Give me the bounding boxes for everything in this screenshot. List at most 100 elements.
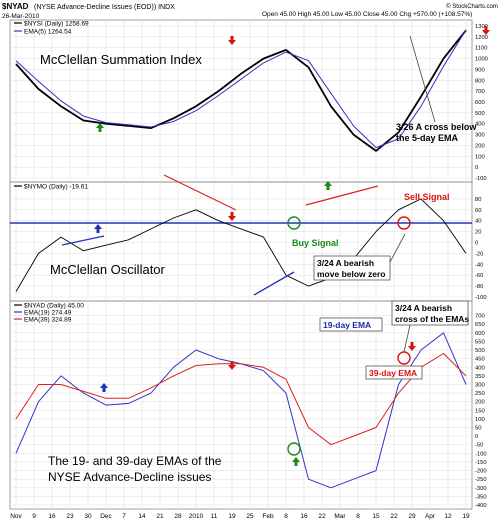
legend-ema5: EMA(5) 1264.54 bbox=[24, 29, 72, 36]
legend-ad: $NYAD (Daily) 45.00 EMA(19) 274.49 EMA(3… bbox=[14, 303, 84, 324]
x-tick-label: Mar bbox=[334, 513, 346, 520]
legend-nymo: $NYMO (Daily) -19.61 bbox=[24, 184, 88, 191]
annot-ad-arrow bbox=[403, 324, 411, 353]
annot-osc-box bbox=[313, 255, 391, 281]
x-tick-label: 21 bbox=[156, 513, 164, 520]
y-tick-label: -100 bbox=[475, 295, 487, 301]
header-symbol: $NYAD bbox=[2, 2, 29, 11]
y-tick-label: 50 bbox=[475, 426, 481, 432]
title-oscillator: McClellan Oscillator bbox=[50, 262, 166, 277]
up-arrow-icon bbox=[324, 181, 332, 190]
y-tick-label: 1000 bbox=[475, 57, 488, 63]
x-tick-label: 15 bbox=[372, 513, 380, 520]
y-tick-label: 1100 bbox=[475, 46, 487, 52]
sell-signal-circle-osc bbox=[397, 216, 411, 230]
y-tick-label: 100 bbox=[475, 154, 485, 160]
annot-summation-line1: 3/26 A cross below bbox=[396, 122, 477, 132]
legend-nysi: $NYSI (Daily) 1258.69 bbox=[24, 21, 89, 28]
legend-ema19: EMA(19) 274.49 bbox=[24, 310, 72, 317]
legend-nyad: $NYAD (Daily) 45.00 bbox=[24, 303, 84, 310]
up-arrow-icon bbox=[292, 457, 300, 466]
annot-osc-line2: move below zero bbox=[317, 269, 386, 279]
y-tick-label: 200 bbox=[475, 143, 485, 149]
y-tick-label: 250 bbox=[475, 391, 485, 397]
y-tick-label: 100 bbox=[475, 417, 485, 423]
down-arrow-icon bbox=[228, 36, 236, 45]
x-tick-label: 8 bbox=[284, 513, 288, 520]
buy-signal-circle-osc bbox=[287, 216, 301, 230]
trend-line-osc-blue-1 bbox=[61, 235, 105, 246]
legend-ema39: EMA(39) 324.89 bbox=[24, 317, 72, 324]
y-tick-labels: -100010020030040050060070080090010001100… bbox=[475, 24, 488, 509]
y-tick-label: 200 bbox=[475, 400, 485, 406]
annot-buy-signal: Buy Signal bbox=[292, 238, 339, 248]
y-tick-label: 600 bbox=[475, 100, 485, 106]
buy-signal-circle-ad bbox=[287, 442, 301, 456]
panel-frame-ad-ema bbox=[9, 300, 473, 510]
y-tick-label: 650 bbox=[475, 322, 485, 328]
y-tick-label: 900 bbox=[475, 67, 485, 73]
y-tick-label: 40 bbox=[475, 219, 481, 225]
series-lines bbox=[15, 29, 467, 489]
header-credit: © StockCharts.com bbox=[446, 3, 498, 10]
y-tick-label: 0 bbox=[475, 165, 478, 171]
y-tick-label: 550 bbox=[475, 339, 485, 345]
x-tick-label: 12 bbox=[444, 513, 452, 520]
up-arrow-icon bbox=[100, 383, 108, 392]
down-arrow-icon bbox=[482, 26, 490, 35]
annot-summation-arrow bbox=[409, 35, 436, 123]
y-tick-label: 1200 bbox=[475, 35, 488, 41]
annot-ad-line1: 3/24 A bearish bbox=[395, 303, 452, 313]
annot-sell-signal: Sell Signal bbox=[404, 192, 450, 202]
x-tick-label: 16 bbox=[300, 513, 308, 520]
y-tick-label: -350 bbox=[475, 494, 487, 500]
y-tick-label: -150 bbox=[475, 460, 487, 466]
x-tick-label: 7 bbox=[122, 513, 126, 520]
x-tick-label: 16 bbox=[48, 513, 56, 520]
up-arrow-icon bbox=[94, 224, 102, 233]
title-ad-line2: NYSE Advance-Decline issues bbox=[48, 470, 211, 484]
y-tick-label: 450 bbox=[475, 357, 485, 363]
y-tick-label: -300 bbox=[475, 486, 487, 492]
annot-summation-line2: the 5-day EMA bbox=[396, 133, 459, 143]
trend-line-osc-blue-2 bbox=[253, 271, 295, 296]
y-tick-label: 800 bbox=[475, 78, 485, 84]
y-tick-label: 60 bbox=[475, 208, 481, 214]
y-tick-label: 0 bbox=[475, 241, 478, 247]
x-tick-label: 8 bbox=[356, 513, 360, 520]
x-tick-label: 23 bbox=[66, 513, 74, 520]
y-tick-label: -400 bbox=[475, 503, 487, 509]
x-tick-label: Apr bbox=[425, 513, 436, 520]
y-tick-label: 500 bbox=[475, 348, 485, 354]
annot-19ema-box bbox=[319, 317, 383, 332]
y-tick-label: -60 bbox=[475, 273, 483, 279]
y-tick-label: 400 bbox=[475, 122, 485, 128]
y-tick-label: 600 bbox=[475, 331, 485, 337]
x-tick-label: 19 bbox=[462, 513, 470, 520]
x-tick-label: 30 bbox=[84, 513, 92, 520]
series-line-0-0 bbox=[15, 29, 467, 152]
trend-line-osc-red-1 bbox=[163, 174, 237, 211]
annot-39ema-box bbox=[365, 365, 423, 380]
series-line-0-1 bbox=[15, 29, 467, 149]
annot-39ema: 39-day EMA bbox=[369, 368, 417, 378]
y-tick-label: 700 bbox=[475, 89, 485, 95]
annot-19ema: 19-day EMA bbox=[323, 320, 371, 330]
sell-signal-circle-ad bbox=[397, 351, 411, 365]
y-tick-label: 500 bbox=[475, 111, 485, 117]
panel-frame-summation bbox=[9, 19, 473, 183]
y-tick-label: -100 bbox=[475, 451, 487, 457]
header-ohlc: Open 45.00 High 45.00 Low 45.00 Close 45… bbox=[262, 11, 472, 18]
y-tick-label: -20 bbox=[475, 251, 483, 257]
x-tick-label: 29 bbox=[408, 513, 416, 520]
y-tick-label: 20 bbox=[475, 230, 481, 236]
annot-ad-box bbox=[391, 300, 469, 326]
y-tick-label: 150 bbox=[475, 408, 485, 414]
y-tick-label: 300 bbox=[475, 133, 485, 139]
gridlines bbox=[10, 20, 472, 509]
annot-osc-arrow bbox=[389, 233, 406, 263]
x-tick-label: 11 bbox=[211, 513, 218, 520]
y-tick-label: 400 bbox=[475, 365, 485, 371]
title-summation: McClellan Summation Index bbox=[40, 52, 202, 67]
